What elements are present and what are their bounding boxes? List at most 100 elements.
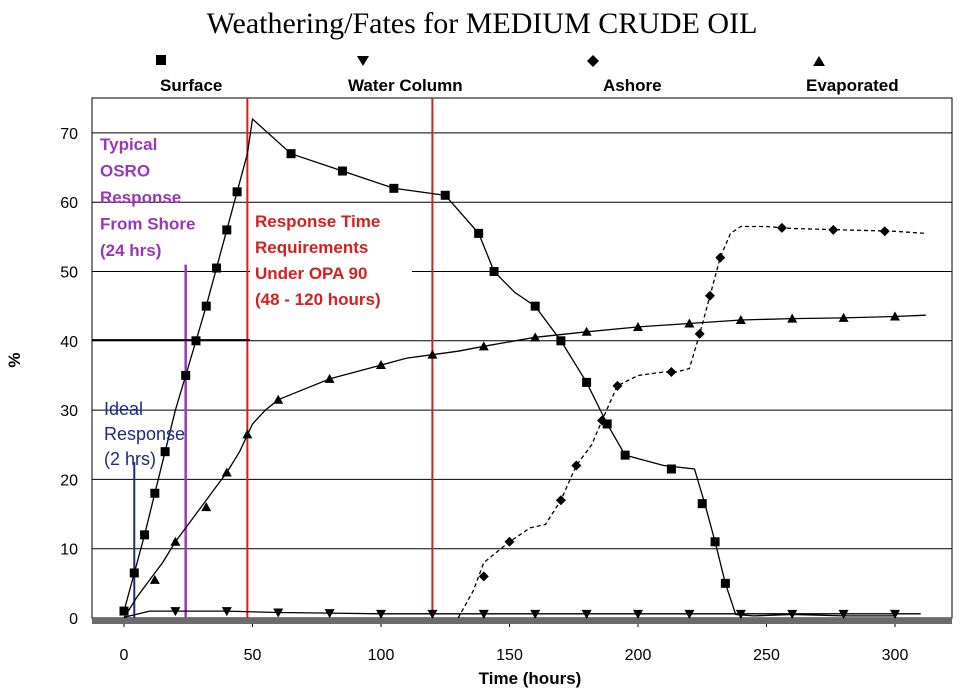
marker-surface — [602, 419, 612, 429]
osro-annotation: (24 hrs) — [100, 241, 161, 260]
marker-ashore — [478, 571, 489, 582]
opa90-text-background — [250, 206, 412, 314]
marker-evaporated — [273, 394, 284, 404]
marker-surface — [666, 464, 676, 474]
opa90-annotation: Under OPA 90 — [255, 264, 367, 283]
marker-evaporated — [242, 429, 253, 439]
marker-ashore — [715, 252, 726, 263]
y-axis-label: % — [5, 352, 24, 367]
marker-evaporated — [324, 373, 335, 383]
opa90-annotation: Response Time — [255, 212, 380, 231]
chart-title: Weathering/Fates for MEDIUM CRUDE OIL — [207, 7, 758, 40]
marker-surface — [150, 488, 160, 498]
y-tick-label: 40 — [60, 334, 78, 351]
opa90-annotation: (48 - 120 hours) — [255, 290, 381, 309]
marker-evaporated — [427, 349, 438, 359]
marker-ashore — [879, 226, 890, 237]
opa90-annotation: Requirements — [255, 238, 368, 257]
marker-evaporated — [838, 312, 849, 322]
marker-surface — [389, 183, 399, 193]
marker-ashore — [828, 224, 839, 235]
legend-label-evaporated: Evaporated — [806, 76, 899, 95]
marker-water-column — [581, 609, 592, 619]
legend-label-water-column: Water Column — [348, 76, 463, 95]
marker-surface — [530, 301, 540, 311]
marker-evaporated — [530, 332, 541, 342]
legend: Surface Water Column Ashore Evaporated — [156, 55, 899, 95]
marker-surface — [697, 499, 707, 509]
marker-water-column — [478, 609, 489, 619]
y-tick-label: 50 — [60, 265, 78, 282]
marker-water-column — [376, 609, 386, 619]
marker-water-column — [787, 609, 798, 619]
y-tick-label: 30 — [60, 403, 78, 420]
series-line-surface — [123, 117, 895, 617]
marker-water-column — [684, 609, 695, 619]
marker-surface — [222, 225, 232, 235]
marker-ashore — [704, 290, 715, 301]
marker-ashore — [571, 460, 582, 471]
legend-item-evaporated: Evaporated — [806, 56, 899, 95]
marker-surface — [119, 606, 129, 616]
x-tick-label: 200 — [625, 647, 652, 664]
marker-water-column — [221, 607, 232, 617]
x-tick-label: 250 — [753, 647, 780, 664]
marker-ashore — [597, 415, 608, 426]
plot-area: 0 10 20 30 40 50 60 70 0 50 100 150 200 250 300 Typical… — [60, 97, 953, 664]
legend-item-water-column: Water Column — [348, 56, 463, 95]
x-axis-bar — [92, 618, 952, 624]
x-axis-label: Time (hours) — [479, 669, 582, 688]
marker-evaporated — [581, 326, 592, 336]
series-line-water-column — [123, 610, 921, 618]
marker-evaporated — [149, 574, 160, 584]
marker-surface — [582, 377, 592, 387]
x-tick-label: 50 — [244, 647, 262, 664]
marker-evaporated — [633, 321, 643, 331]
marker-surface — [201, 301, 211, 311]
legend-label-surface: Surface — [160, 76, 222, 95]
marker-surface — [720, 578, 730, 588]
marker-water-column — [530, 609, 541, 619]
series-line-evaporated — [123, 314, 926, 619]
x-tick-label: 300 — [882, 647, 909, 664]
marker-evaporated — [376, 360, 386, 370]
legend-marker-surface — [156, 55, 166, 65]
legend-label-ashore: Ashore — [603, 76, 662, 95]
marker-ashore — [776, 222, 787, 233]
marker-ashore — [555, 495, 566, 506]
marker-surface — [212, 263, 222, 273]
y-tick-label: 60 — [60, 195, 78, 212]
marker-surface — [191, 336, 201, 346]
marker-water-column — [838, 609, 849, 619]
marker-surface — [474, 228, 484, 238]
marker-ashore — [694, 328, 705, 339]
marker-surface — [710, 537, 720, 547]
marker-surface — [337, 166, 347, 176]
legend-item-ashore: Ashore — [587, 55, 662, 95]
legend-marker-ashore — [587, 55, 599, 67]
y-tick-label: 10 — [60, 542, 78, 559]
marker-water-column — [427, 609, 438, 619]
marker-evaporated — [478, 341, 489, 351]
legend-marker-water-column — [357, 56, 369, 66]
marker-water-column — [273, 608, 284, 618]
marker-surface — [620, 450, 630, 460]
marker-evaporated — [787, 313, 798, 323]
legend-item-surface: Surface — [156, 55, 222, 95]
ideal-annotation: (2 hrs) — [104, 449, 156, 469]
marker-ashore — [612, 380, 623, 391]
marker-evaporated — [170, 536, 181, 546]
marker-surface — [129, 568, 139, 578]
marker-surface — [140, 530, 150, 540]
marker-water-column — [170, 607, 181, 617]
osro-annotation: Response — [100, 188, 181, 207]
osro-annotation: From Shore — [100, 215, 195, 234]
marker-ashore — [666, 366, 677, 377]
ideal-annotation: Ideal — [104, 399, 143, 419]
marker-surface — [286, 149, 296, 159]
marker-surface — [489, 267, 499, 276]
ideal-annotation: Response — [104, 424, 185, 444]
marker-evaporated — [221, 467, 232, 477]
marker-water-column — [324, 609, 335, 619]
